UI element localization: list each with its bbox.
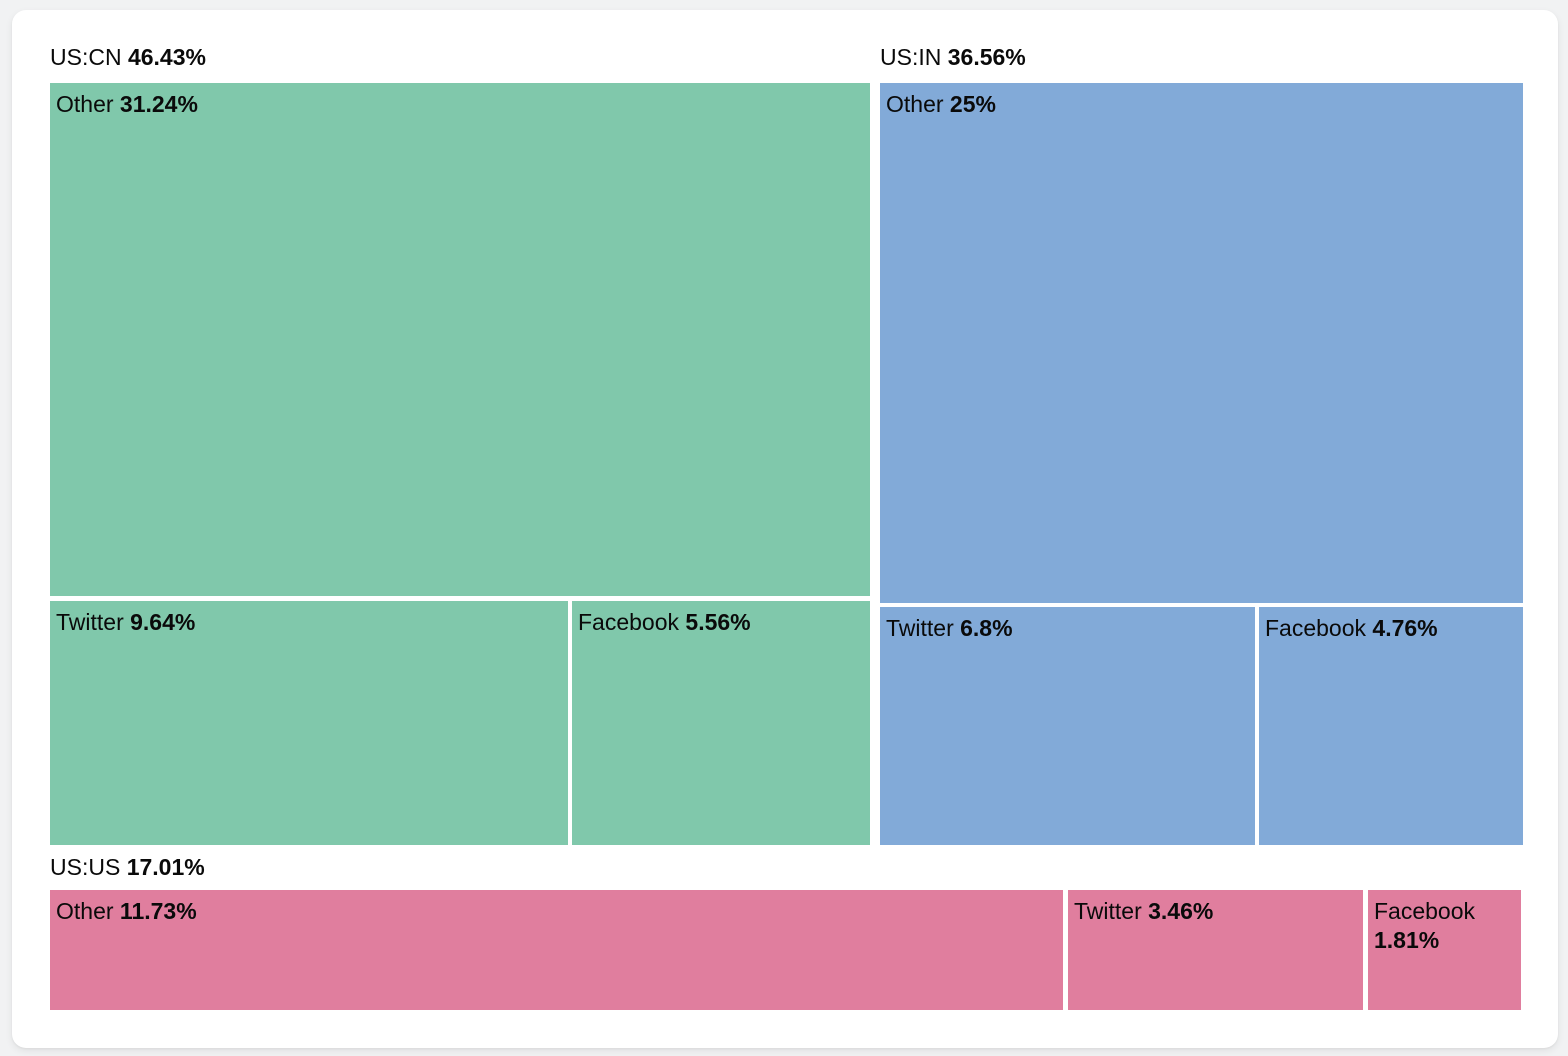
cell-label: Twitter: [1074, 898, 1142, 924]
cell-us-us-other[interactable]: Other 11.73%: [50, 890, 1063, 1010]
cell-value: 3.46%: [1148, 898, 1214, 924]
group-header-us-us: US:US 17.01%: [50, 852, 205, 882]
cell-us-in-other[interactable]: Other 25%: [880, 83, 1523, 603]
cell-label: Facebook: [1374, 898, 1476, 924]
cell-us-cn-twitter[interactable]: Twitter 9.64%: [50, 601, 568, 845]
cell-us-in-facebook[interactable]: Facebook 4.76%: [1259, 607, 1523, 845]
group-name: US:CN: [50, 44, 122, 70]
cell-us-us-facebook[interactable]: Facebook 1.81%: [1368, 890, 1521, 1010]
cell-value: 31.24%: [119, 91, 198, 117]
cell-label: Other: [56, 91, 114, 117]
group-value: 17.01%: [126, 854, 205, 880]
cell-value: 5.56%: [685, 609, 751, 635]
group-header-us-cn: US:CN 46.43%: [50, 42, 206, 72]
cell-us-cn-other[interactable]: Other 31.24%: [50, 83, 870, 596]
cell-value: 11.73%: [119, 898, 197, 924]
group-value: 46.43%: [127, 44, 206, 70]
cell-us-us-twitter[interactable]: Twitter 3.46%: [1068, 890, 1363, 1010]
cell-value: 9.64%: [130, 609, 196, 635]
group-name: US:IN: [880, 44, 942, 70]
cell-label: Other: [886, 91, 944, 117]
cell-us-in-twitter[interactable]: Twitter 6.8%: [880, 607, 1255, 845]
treemap-card: US:CN 46.43% Other 31.24% Twitter 9.64% …: [12, 10, 1558, 1048]
cell-value: 4.76%: [1372, 615, 1438, 641]
cell-label: Facebook: [1265, 615, 1367, 641]
group-value: 36.56%: [947, 44, 1026, 70]
cell-label: Facebook: [578, 609, 680, 635]
group-header-us-in: US:IN 36.56%: [880, 42, 1026, 72]
group-name: US:US: [50, 854, 121, 880]
cell-label: Other: [56, 898, 114, 924]
cell-value: 25%: [949, 91, 996, 117]
cell-label: Twitter: [886, 615, 954, 641]
cell-value: 1.81%: [1374, 927, 1440, 953]
cell-label: Twitter: [56, 609, 124, 635]
cell-us-cn-facebook[interactable]: Facebook 5.56%: [572, 601, 870, 845]
cell-value: 6.8%: [960, 615, 1013, 641]
